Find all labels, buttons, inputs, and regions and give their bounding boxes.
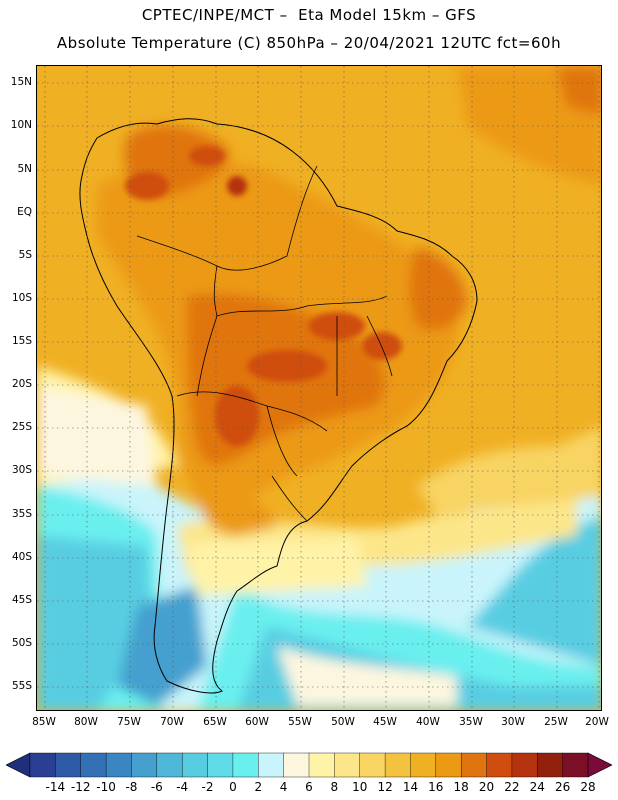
colorbar-label: 16 bbox=[428, 780, 444, 794]
colorbar-cell bbox=[232, 752, 259, 778]
colorbar-cell bbox=[258, 752, 285, 778]
colorbar-label: 12 bbox=[377, 780, 393, 794]
colorbar-low-end bbox=[6, 752, 31, 778]
colorbar-cell bbox=[562, 752, 589, 778]
colorbar-label: 26 bbox=[554, 780, 571, 794]
colorbar-label: 2 bbox=[254, 780, 263, 794]
lat-label: 10N bbox=[10, 119, 32, 131]
colorbar-label: -10 bbox=[96, 780, 116, 794]
borders bbox=[136, 165, 393, 522]
colorbar-cell bbox=[537, 752, 564, 778]
field-hotspots bbox=[125, 146, 402, 446]
colorbar-cell bbox=[460, 752, 488, 778]
lon-label: 35W bbox=[459, 716, 483, 728]
lat-label: 25S bbox=[11, 421, 32, 433]
colorbar-cell bbox=[486, 752, 513, 778]
colorbar-cell bbox=[207, 752, 234, 778]
colorbar-cell bbox=[55, 752, 82, 778]
chart-title-line2: Absolute Temperature (C) 850hPa – 20/04/… bbox=[56, 34, 562, 52]
colorbar-cell bbox=[80, 752, 107, 778]
map-canvas bbox=[37, 66, 601, 710]
lon-label: 80W bbox=[74, 716, 98, 728]
colorbar-high-end bbox=[587, 752, 612, 778]
colorbar-cell bbox=[410, 752, 437, 778]
colorbar-cells bbox=[29, 752, 589, 778]
lon-label: 25W bbox=[544, 716, 568, 728]
colorbar-label: 22 bbox=[504, 780, 520, 794]
colorbar-cell bbox=[156, 752, 183, 778]
lon-label: 65W bbox=[203, 716, 227, 728]
lat-label: 35S bbox=[11, 508, 32, 520]
lon-label: 45W bbox=[373, 716, 397, 728]
colorbar-cell bbox=[29, 752, 56, 778]
lat-label: 45S bbox=[11, 594, 32, 606]
colorbar-label: 20 bbox=[478, 780, 495, 794]
colorbar-label: 6 bbox=[305, 780, 313, 794]
lon-label: 20W bbox=[585, 716, 609, 728]
colorbar-label: 4 bbox=[279, 780, 288, 794]
colorbar-cell bbox=[384, 752, 411, 778]
colorbar-label: -6 bbox=[150, 780, 163, 794]
colorbar-cell bbox=[511, 752, 538, 778]
lat-label: 10S bbox=[11, 292, 32, 304]
lon-label: 40W bbox=[416, 716, 440, 728]
colorbar-cell bbox=[435, 752, 462, 778]
lat-label: 40S bbox=[11, 551, 32, 563]
colorbar-label: -8 bbox=[125, 780, 138, 794]
colorbar-cell bbox=[181, 752, 209, 778]
coastline bbox=[79, 118, 478, 694]
lon-label: 30W bbox=[501, 716, 525, 728]
lon-label: 75W bbox=[117, 716, 141, 728]
lat-label: 15S bbox=[11, 335, 32, 347]
lon-label: 70W bbox=[160, 716, 184, 728]
lon-label: 60W bbox=[245, 716, 269, 728]
lat-label: 5S bbox=[18, 249, 32, 261]
colorbar-cell bbox=[131, 752, 158, 778]
colorbar-label: 18 bbox=[453, 780, 469, 794]
colorbar-label: 24 bbox=[529, 780, 545, 794]
colorbar-cell bbox=[283, 752, 310, 778]
colorbar-cell bbox=[359, 752, 386, 778]
colorbar-label: 0 bbox=[229, 780, 237, 794]
lat-label: EQ bbox=[17, 206, 32, 218]
lon-label: 55W bbox=[288, 716, 312, 728]
colorbar-cell bbox=[308, 752, 335, 778]
colorbar-label: -14 bbox=[45, 780, 66, 794]
colorbar-label: 10 bbox=[352, 780, 368, 794]
chart-title-line1: CPTEC/INPE/MCT – Eta Model 15km – GFS bbox=[141, 6, 477, 24]
colorbar-cell bbox=[105, 752, 132, 778]
lon-label: 85W bbox=[32, 716, 56, 728]
colorbar-label: 14 bbox=[402, 780, 419, 794]
lat-label: 15N bbox=[10, 76, 32, 88]
colorbar-label: 28 bbox=[580, 780, 596, 794]
colorbar-label: 8 bbox=[330, 780, 339, 794]
colorbar-cell bbox=[334, 752, 361, 778]
lat-label: 5N bbox=[17, 163, 32, 175]
lat-label: 20S bbox=[11, 378, 32, 390]
colorbar-label: -4 bbox=[176, 780, 189, 794]
colorbar-label: -2 bbox=[201, 780, 214, 794]
lat-label: 50S bbox=[11, 637, 32, 649]
lat-label: 55S bbox=[11, 680, 32, 692]
lat-label: 30S bbox=[11, 464, 32, 476]
temperature-map bbox=[36, 65, 602, 711]
colorbar bbox=[6, 752, 612, 778]
lon-label: 50W bbox=[331, 716, 355, 728]
colorbar-label: -12 bbox=[70, 780, 91, 794]
